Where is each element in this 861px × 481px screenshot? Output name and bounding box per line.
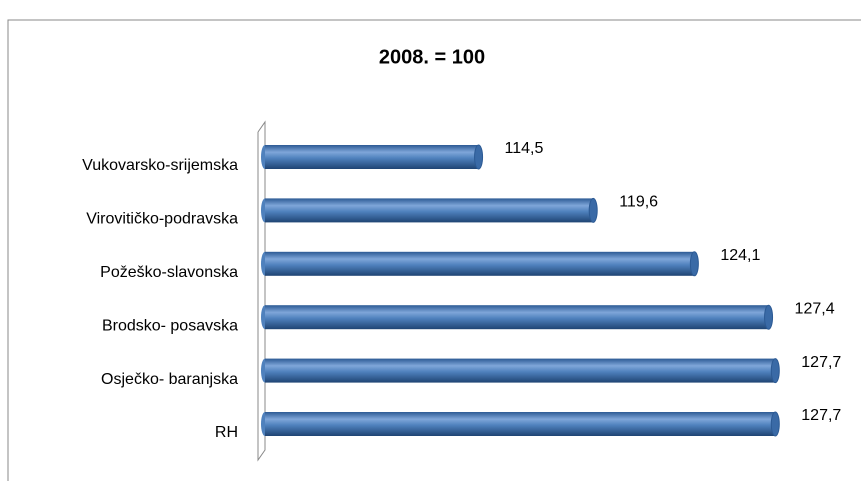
data-label: 127,4 <box>795 300 835 317</box>
bar <box>261 197 598 223</box>
bar-cap <box>474 144 484 170</box>
y-tick-label: RH <box>215 424 238 441</box>
bar-body <box>265 251 695 276</box>
bar <box>261 411 780 437</box>
y-tick-label: Virovitičko-podravska <box>86 211 238 228</box>
back-wall <box>257 120 266 462</box>
y-tick-label: Osječko- baranjska <box>101 371 238 388</box>
bar-body <box>265 145 479 169</box>
bar <box>261 304 774 330</box>
bar-cap <box>770 358 780 384</box>
y-tick-label: Brodsko- posavska <box>102 317 238 334</box>
bar-body <box>265 412 776 436</box>
data-label: 119,6 <box>619 194 658 211</box>
data-label: 127,7 <box>801 354 841 371</box>
y-tick-label: Požeško-slavonska <box>100 264 238 281</box>
data-label: 124,1 <box>720 247 760 264</box>
y-tick-label: Vukovarsko-srijemska <box>82 157 238 174</box>
bar <box>261 251 699 277</box>
chart-title: 2008. = 100 <box>379 46 485 68</box>
data-label: 127,7 <box>801 407 841 424</box>
bar-body <box>265 198 594 223</box>
bar <box>261 358 780 384</box>
bar-body <box>265 305 769 330</box>
bar <box>261 144 484 170</box>
bar-cap <box>770 411 780 437</box>
bar-cap <box>764 304 774 330</box>
chart-frame <box>7 19 861 481</box>
bar-cap <box>588 197 598 223</box>
data-label: 114,5 <box>505 140 544 157</box>
bar-body <box>265 358 776 383</box>
bar-cap <box>689 251 699 277</box>
